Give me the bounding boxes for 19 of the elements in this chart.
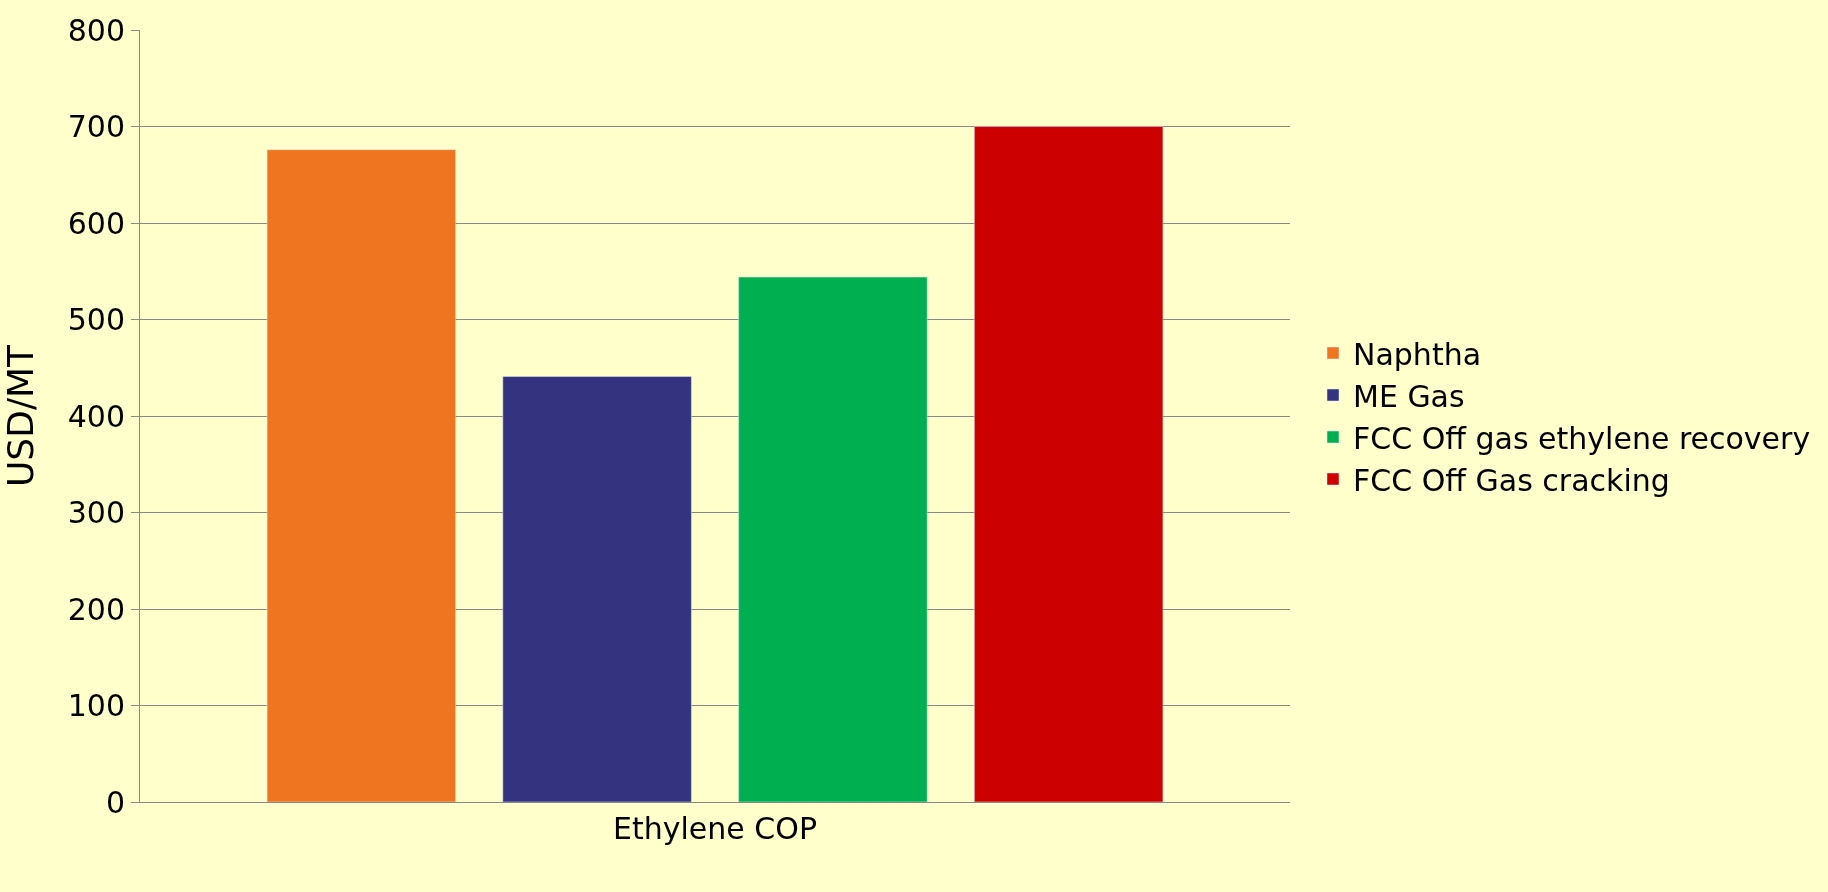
legend-label: Naphtha [1353,336,1482,372]
legend-label: FCC Off gas ethylene recovery [1353,420,1811,456]
y-axis-title: USD/MT [0,343,41,488]
y-tick-label: 500 [67,302,125,337]
y-tick-label: 400 [67,398,125,434]
bar [502,376,692,802]
legend-label: FCC Off Gas cracking [1353,462,1670,498]
y-tick-label: 600 [67,205,125,241]
bar [266,149,456,802]
y-tick-label: 800 [67,12,125,48]
bar [738,276,928,802]
bar [974,126,1164,802]
y-tick-label: 200 [67,591,125,627]
y-tick-label: 700 [67,109,125,144]
y-tick-label: 0 [105,784,125,820]
y-tick-label: 100 [67,688,125,723]
x-tick-label: Ethylene COP [613,811,817,846]
legend-label: ME Gas [1353,378,1465,414]
y-tick-label: 300 [67,495,125,530]
